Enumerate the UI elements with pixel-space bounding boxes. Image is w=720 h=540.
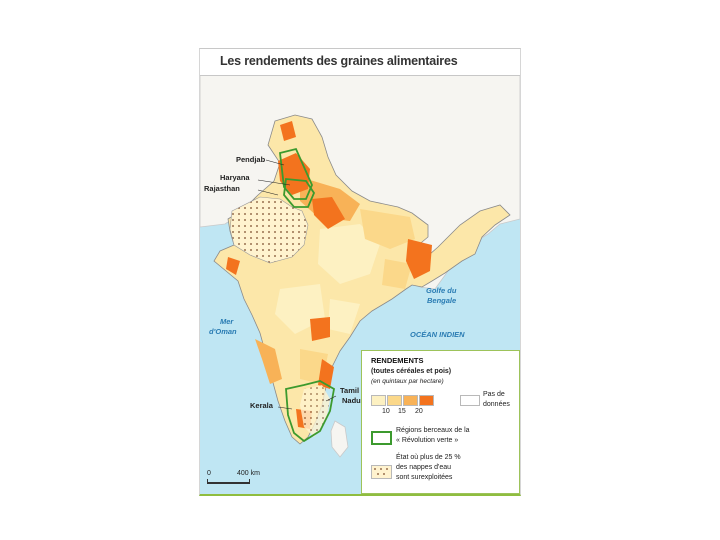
label-rajasthan: Rajasthan <box>204 184 240 193</box>
legend-water-3: sont surexploitées <box>396 474 453 481</box>
label-nadu: Nadu <box>342 396 361 405</box>
scale-line <box>207 482 250 484</box>
legend-title: RENDEMENTS <box>371 356 424 365</box>
yield-zone-mid <box>360 209 415 249</box>
legend-tick-20: 20 <box>415 408 423 415</box>
legend-swatch-overexploited <box>371 465 392 479</box>
label-kerala: Kerala <box>250 401 273 410</box>
scale-bar: 0 400 km <box>207 470 267 488</box>
yield-zone-high <box>310 317 330 341</box>
label-pendjab: Pendjab <box>236 155 266 164</box>
label-haryana: Haryana <box>220 173 250 182</box>
yield-zone-mid <box>255 339 282 384</box>
legend-swatch-mid-low <box>387 395 402 406</box>
legend-no-data-2: données <box>483 401 510 408</box>
yield-zone-low <box>318 224 380 284</box>
legend-green-rev-1: Régions berceaux de la <box>396 427 470 434</box>
yield-zone-high <box>312 197 345 229</box>
legend: RENDEMENTS (toutes céréales et pois) (en… <box>361 350 520 494</box>
legend-water-1: État où plus de 25 % <box>396 454 461 461</box>
legend-swatch-no-data <box>460 395 480 406</box>
green-revolution-punjab <box>279 147 313 200</box>
yield-zone-high <box>406 239 432 279</box>
title-bar: Les rendements des graines alimentaires <box>200 49 520 76</box>
green-revolution-haryana <box>283 178 316 208</box>
yield-zone-mid <box>382 259 412 289</box>
label-tamil: Tamil <box>340 386 360 395</box>
india-outline <box>213 114 511 445</box>
yield-zone-high <box>280 121 296 141</box>
scale-tick <box>249 479 250 484</box>
legend-no-data-1: Pas de <box>483 391 505 398</box>
green-revolution-south <box>285 380 335 443</box>
yield-zone-high <box>226 257 240 275</box>
legend-tick-10: 10 <box>382 408 390 415</box>
label-ocean-indien: OCÉAN INDIEN <box>410 330 465 339</box>
scale-label: 400 km <box>237 470 260 477</box>
label-mer: Mer <box>220 317 234 326</box>
map-frame: Les rendements des graines alimentaires … <box>199 48 521 496</box>
label-bengale: Bengale <box>427 296 457 305</box>
leader-line <box>257 189 279 196</box>
legend-swatch-green-revolution <box>371 431 392 445</box>
leader-line <box>265 159 285 166</box>
label-golfe: Golfe du <box>426 286 457 295</box>
scale-tick <box>207 479 208 484</box>
label-oman: d'Oman <box>209 327 237 336</box>
sri-lanka <box>330 420 349 458</box>
leader-line <box>325 395 337 402</box>
legend-swatch-high <box>419 395 434 406</box>
legend-unit: (en quintaux par hectare) <box>371 378 444 385</box>
legend-subtitle: (toutes céréales et pois) <box>371 368 452 375</box>
legend-green-rev-2: « Révolution verte » <box>396 437 459 444</box>
legend-swatch-low <box>371 395 386 406</box>
yield-zone-low <box>328 299 360 334</box>
overexploited-rajasthan <box>229 196 309 264</box>
legend-water-2: des nappes d'eau <box>396 464 452 471</box>
legend-tick-15: 15 <box>398 408 406 415</box>
map-title: Les rendements des graines alimentaires <box>220 54 458 68</box>
india-map <box>200 74 520 458</box>
leader-line <box>257 179 291 186</box>
scale-zero: 0 <box>207 470 211 477</box>
leader-line <box>277 406 293 410</box>
legend-swatch-mid-high <box>403 395 418 406</box>
